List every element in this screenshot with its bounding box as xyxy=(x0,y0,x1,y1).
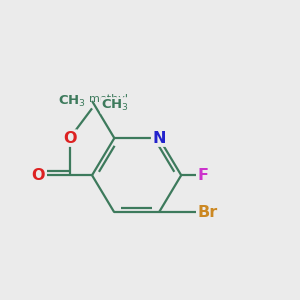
Text: O: O xyxy=(63,130,76,146)
Text: O: O xyxy=(31,168,44,183)
Text: CH$_3$: CH$_3$ xyxy=(101,98,129,113)
Text: N: N xyxy=(152,130,166,146)
Text: Br: Br xyxy=(198,205,218,220)
Text: F: F xyxy=(198,168,208,183)
Text: CH$_3$: CH$_3$ xyxy=(58,93,86,109)
Text: methyl: methyl xyxy=(89,94,128,104)
